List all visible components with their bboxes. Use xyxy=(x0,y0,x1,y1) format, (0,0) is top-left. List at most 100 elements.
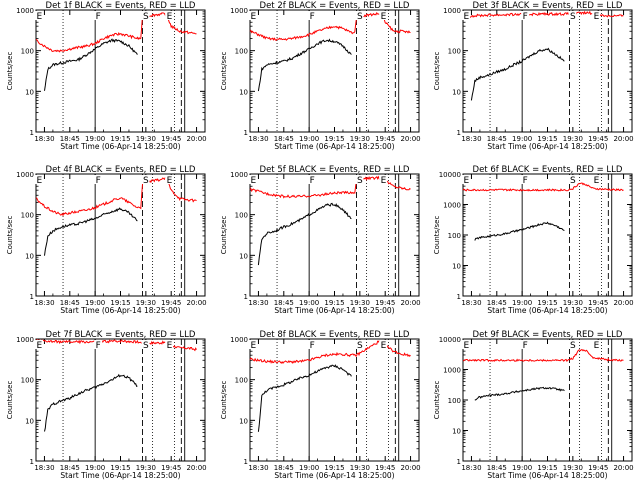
x-tick-label: 18:30 xyxy=(461,464,481,472)
region-marker-box xyxy=(355,11,364,20)
x-tick-label: 18:45 xyxy=(60,135,80,143)
region-marker-label: F xyxy=(310,176,315,186)
region-marker-box xyxy=(355,175,364,184)
x-tick-label: 18:45 xyxy=(487,464,507,472)
region-marker-box xyxy=(249,11,257,20)
events-series-line xyxy=(474,386,565,401)
region-marker-label: S xyxy=(357,341,363,351)
chart-title: Det 2f BLACK = Events, RED = LLD xyxy=(260,1,410,11)
region-marker-label: E xyxy=(37,341,43,351)
x-tick-label: 19:30 xyxy=(136,299,156,307)
chart-title: Det 4f BLACK = Events, RED = LLD xyxy=(46,165,196,175)
x-tick-label: 19:30 xyxy=(350,464,370,472)
x-tick-label: 20:00 xyxy=(186,299,206,307)
region-marker-label: F xyxy=(523,176,528,186)
plot-frame xyxy=(462,9,633,133)
x-axis-label: Start Time (06-Apr-14 18:25:00) xyxy=(487,471,607,480)
region-marker-label: S xyxy=(357,176,363,186)
x-tick-label: 20:00 xyxy=(613,464,633,472)
region-marker-box xyxy=(165,175,174,184)
events-series-line xyxy=(257,38,352,92)
region-marker-label: E xyxy=(251,341,257,351)
region-marker-label: S xyxy=(143,176,149,186)
x-tick-label: 19:15 xyxy=(324,299,344,307)
x-tick-label: 19:45 xyxy=(588,135,608,143)
y-tick-label: 1000 xyxy=(443,7,461,15)
x-tick-label: 19:30 xyxy=(350,299,370,307)
y-tick-label: 10000 xyxy=(439,171,461,179)
x-tick-label: 19:15 xyxy=(537,464,557,472)
chart-title: Det 6f BLACK = Events, RED = LLD xyxy=(473,165,623,175)
events-series-line xyxy=(44,207,138,256)
events-series-line xyxy=(470,47,565,101)
x-tick-label: 20:00 xyxy=(400,299,420,307)
x-tick-label: 19:00 xyxy=(85,464,105,472)
x-tick-label: 19:00 xyxy=(85,135,105,143)
y-tick-label: 1 xyxy=(30,458,34,466)
x-axis-label: Start Time (06-Apr-14 18:25:00) xyxy=(60,142,180,151)
y-tick-label: 1 xyxy=(244,293,248,301)
plot-frame xyxy=(462,173,633,297)
x-axis-label: Start Time (06-Apr-14 18:25:00) xyxy=(487,306,607,315)
region-marker-label: E xyxy=(464,176,470,186)
y-tick-label: 1 xyxy=(457,129,461,137)
y-tick-label: 1 xyxy=(244,129,248,137)
x-tick-label: 18:30 xyxy=(248,135,268,143)
x-tick-label: 18:30 xyxy=(34,135,54,143)
chart-title: Det 7f BLACK = Events, RED = LLD xyxy=(46,330,196,340)
x-tick-label: 20:00 xyxy=(400,464,420,472)
events-series-line xyxy=(474,221,565,241)
region-marker-box xyxy=(165,11,174,20)
x-tick-label: 18:45 xyxy=(274,299,294,307)
region-marker-label: E xyxy=(37,176,43,186)
x-tick-label: 19:45 xyxy=(588,464,608,472)
plot-frame xyxy=(462,338,633,462)
x-tick-label: 19:00 xyxy=(299,299,319,307)
region-marker-box xyxy=(308,340,317,349)
x-tick-label: 19:45 xyxy=(375,299,395,307)
x-tick-label: 18:30 xyxy=(461,135,481,143)
region-marker-label: E xyxy=(594,341,600,351)
x-axis-label: Start Time (06-Apr-14 18:25:00) xyxy=(60,471,180,480)
chart-title: Det 5f BLACK = Events, RED = LLD xyxy=(260,165,410,175)
y-tick-label: 100 xyxy=(21,377,34,385)
lld-series-line xyxy=(35,11,197,53)
x-tick-label: 19:15 xyxy=(110,135,130,143)
lld-series-line xyxy=(462,349,624,363)
region-marker-box xyxy=(462,175,470,184)
x-tick-label: 19:45 xyxy=(375,464,395,472)
x-tick-label: 19:30 xyxy=(350,135,370,143)
x-tick-label: 18:30 xyxy=(34,464,54,472)
region-marker-label: E xyxy=(464,341,470,351)
x-tick-label: 19:30 xyxy=(563,464,583,472)
x-tick-label: 19:15 xyxy=(324,464,344,472)
region-marker-box xyxy=(592,11,601,20)
x-axis-label: Start Time (06-Apr-14 18:25:00) xyxy=(274,306,394,315)
y-tick-label: 1000 xyxy=(16,171,34,179)
chart-panel-7: Det 7f BLACK = Events, RED = LLD 1 10 100 10… xyxy=(6,330,207,480)
region-marker-box xyxy=(141,175,150,184)
y-tick-label: 1000 xyxy=(443,202,461,210)
x-tick-label: 19:30 xyxy=(563,135,583,143)
y-tick-label: 10 xyxy=(239,252,248,260)
region-marker-label: E xyxy=(381,341,387,351)
events-series-line xyxy=(257,202,352,266)
x-tick-label: 19:00 xyxy=(512,464,532,472)
x-tick-label: 20:00 xyxy=(186,135,206,143)
x-tick-label: 19:15 xyxy=(110,299,130,307)
region-marker-box xyxy=(379,340,388,349)
x-axis-label: Start Time (06-Apr-14 18:25:00) xyxy=(60,306,180,315)
plot-frame xyxy=(35,338,206,462)
events-series-line xyxy=(44,38,138,91)
y-tick-label: 100 xyxy=(448,397,461,405)
region-marker-label: E xyxy=(594,176,600,186)
chart-panel-2: Det 2f BLACK = Events, RED = LLD 1 10 100 10… xyxy=(220,1,421,151)
chart-panel-9: Det 9f BLACK = Events, RED = LLD 1 10 100 10… xyxy=(433,330,634,480)
chart-panel-1: Det 1f BLACK = Events, RED = LLD 1 10 100 10… xyxy=(6,1,207,151)
region-marker-box xyxy=(35,11,43,20)
plot-frame xyxy=(249,338,420,462)
y-tick-label: 10 xyxy=(25,88,34,96)
region-marker-box xyxy=(35,175,43,184)
y-tick-label: 10 xyxy=(452,263,461,271)
x-tick-label: 19:15 xyxy=(110,464,130,472)
